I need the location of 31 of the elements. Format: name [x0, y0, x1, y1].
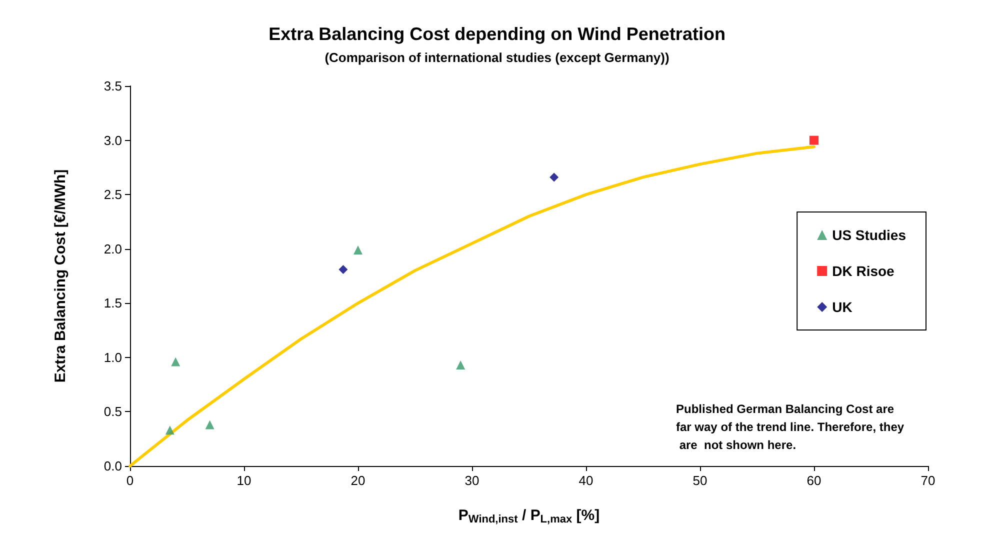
x-tick-label: 60: [806, 473, 822, 488]
chart-title: Extra Balancing Cost depending on Wind Penetration: [268, 24, 726, 44]
x-tick-label: 70: [920, 473, 936, 488]
y-axis-title: Extra Balancing Cost [€/MWh]: [52, 169, 69, 383]
x-tick-label: 0: [126, 473, 134, 488]
y-tick-label: 3.5: [104, 78, 122, 94]
y-tick-label: 0.0: [104, 458, 122, 474]
point: [550, 172, 559, 182]
point: [810, 136, 818, 145]
x-tick-label: 20: [350, 473, 366, 488]
x-tick-label: 40: [578, 473, 594, 488]
y-tick-label: 1.5: [104, 296, 122, 311]
point: [205, 420, 214, 430]
legend-label: UK: [832, 299, 852, 315]
legend-label: US Studies: [832, 227, 906, 243]
point: [171, 357, 180, 366]
chart-subtitle: (Comparison of international studies (except Germany)): [324, 50, 670, 65]
point: [165, 426, 174, 435]
y-tick-label: 2.0: [104, 241, 122, 256]
annotation: Published German Balancing Cost are far way of the trend line. Therefore, they are not shown here.: [676, 402, 904, 452]
y-tick-label: 3.0: [104, 132, 122, 148]
x-tick-label: 30: [464, 473, 480, 488]
x-tick-label: 10: [236, 473, 252, 488]
legend-label: DK Risoe: [832, 263, 895, 279]
x-tick-label: 50: [692, 473, 708, 488]
y-tick-label: 2.5: [104, 187, 122, 202]
y-tick-label: 1.0: [104, 350, 122, 365]
point: [338, 264, 348, 274]
point: [354, 245, 362, 254]
y-tick-label: 0.5: [104, 404, 122, 420]
point: [456, 360, 466, 370]
